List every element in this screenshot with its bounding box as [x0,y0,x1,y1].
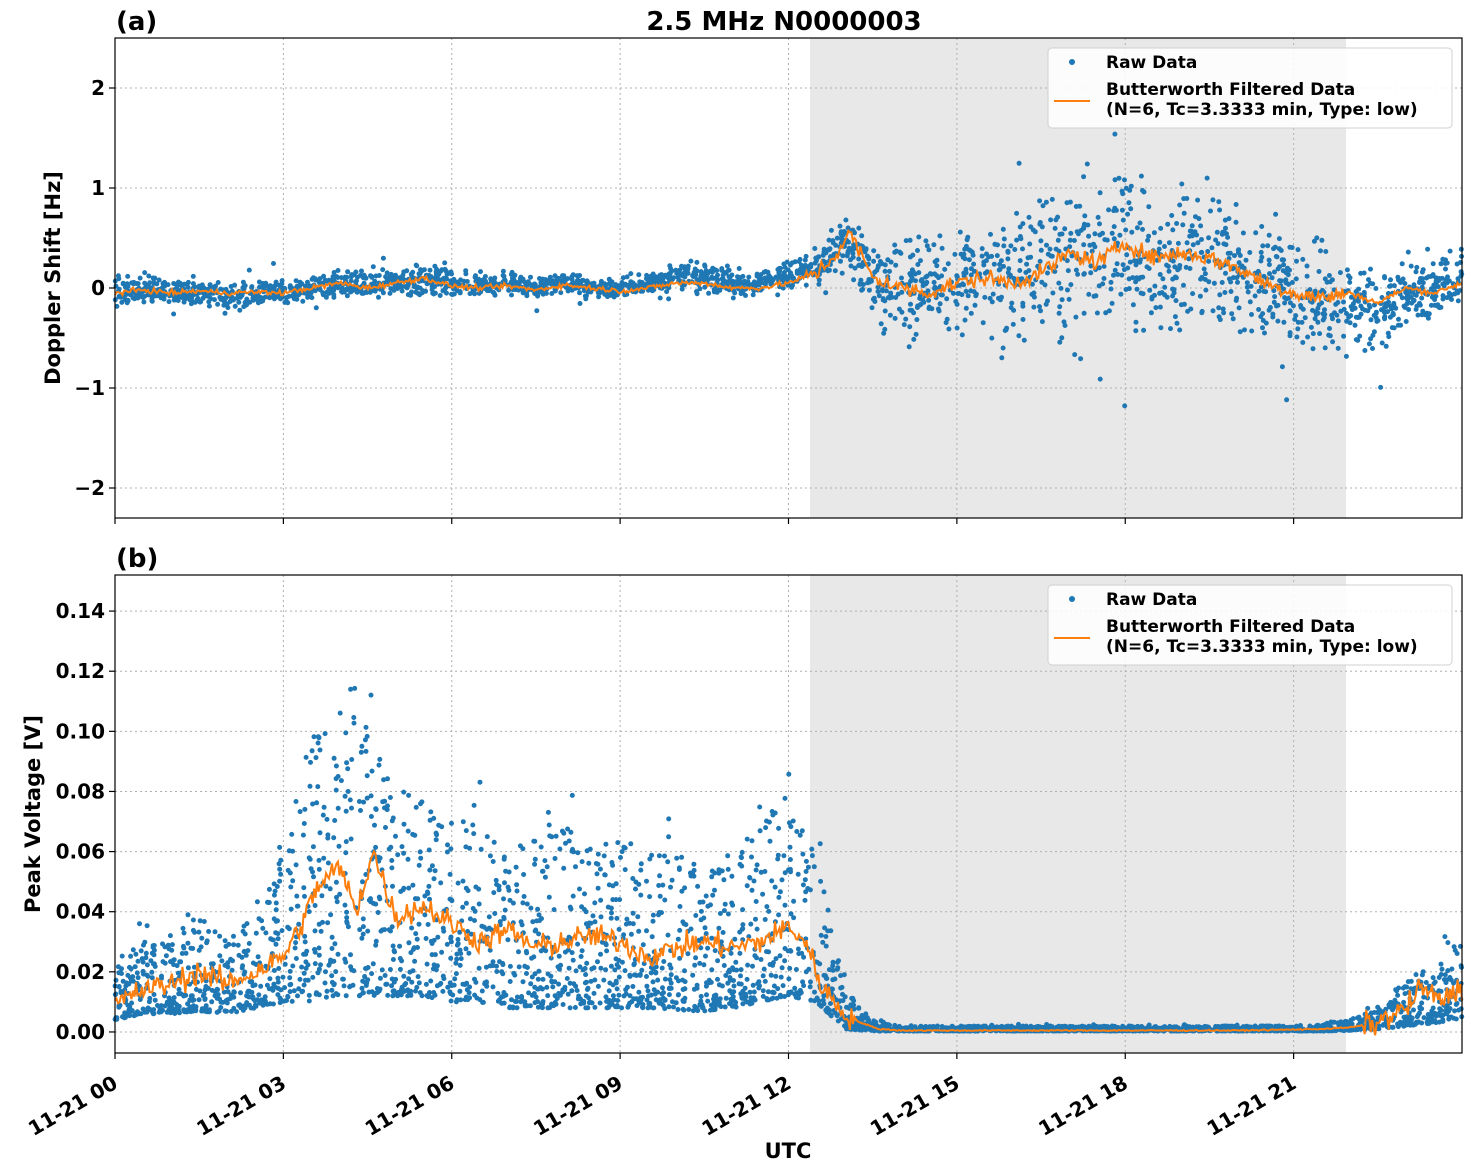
figure-title: 2.5 MHz N0000003 [646,7,921,37]
raw-data-series [112,131,1465,409]
legend-box [1047,47,1453,129]
legend: Raw Data Butterworth Filtered Data(N=6, T… [1047,584,1453,666]
y-tick-label: −2 [74,476,105,500]
y-axis-label: Peak Voltage [V] [21,715,45,913]
y-tick-label: 0.14 [56,599,105,623]
x-tick-label: 11-21 06 [361,1071,459,1141]
y-tick-label: 0.08 [56,779,105,803]
raw-data-points [112,685,1465,1034]
y-tick-label: 0.06 [56,840,105,864]
y-tick-label: 0.12 [56,659,105,683]
y-tick-label: 0.04 [56,900,105,924]
legend-label-raw: Raw Data [1106,590,1197,610]
filtered-data-series [114,228,1463,306]
x-tick-label: 11-21 18 [1034,1071,1132,1141]
legend-marker-raw [1069,596,1075,602]
x-tick-label: 11-21 12 [697,1071,795,1141]
y-tick-label: 0.00 [56,1020,105,1044]
legend-label-filtered-params: (N=6, Tc=3.3333 min, Type: low) [1106,100,1418,120]
filtered-line [114,228,1463,306]
x-axis-label: UTC [765,1139,812,1163]
x-tick-label: 11-21 00 [24,1071,122,1141]
panel-label: (b) [116,544,158,574]
y-tick-label: 0.10 [56,719,105,743]
x-tick-label: 11-21 03 [192,1071,290,1141]
legend-label-raw: Raw Data [1106,53,1197,73]
legend-label-filtered: Butterworth Filtered Data [1106,617,1355,637]
panel-a-doppler: 2 1 0 −1 −2 (a) Doppler Shift [Hz] Raw Data B… [41,7,1465,524]
legend-box [1047,584,1453,666]
legend-label-filtered: Butterworth Filtered Data [1106,80,1355,100]
y-tick-label: 1 [91,176,105,200]
x-tick-label: 11-21 21 [1203,1071,1301,1141]
y-tick-label: 2 [91,76,105,100]
filtered-line [114,849,1463,1036]
legend-marker-raw [1069,59,1075,65]
panel-label: (a) [116,7,157,37]
raw-data-series [112,685,1465,1034]
y-tick-label: −1 [74,376,105,400]
raw-data-points [112,131,1465,409]
y-axis-label: Doppler Shift [Hz] [41,171,65,385]
x-tick-label: 11-21 09 [529,1071,627,1141]
panel-b-voltage: 0.14 0.12 0.10 0.08 0.06 0.04 0.02 0.00 11-21 0… [21,544,1465,1141]
x-tick-label: 11-21 15 [866,1071,964,1141]
y-tick-label: 0.02 [56,960,105,984]
legend-label-filtered-params: (N=6, Tc=3.3333 min, Type: low) [1106,637,1418,657]
filtered-data-series [114,849,1463,1036]
legend: Raw Data Butterworth Filtered Data(N=6, T… [1047,47,1453,129]
y-tick-label: 0 [91,276,105,300]
